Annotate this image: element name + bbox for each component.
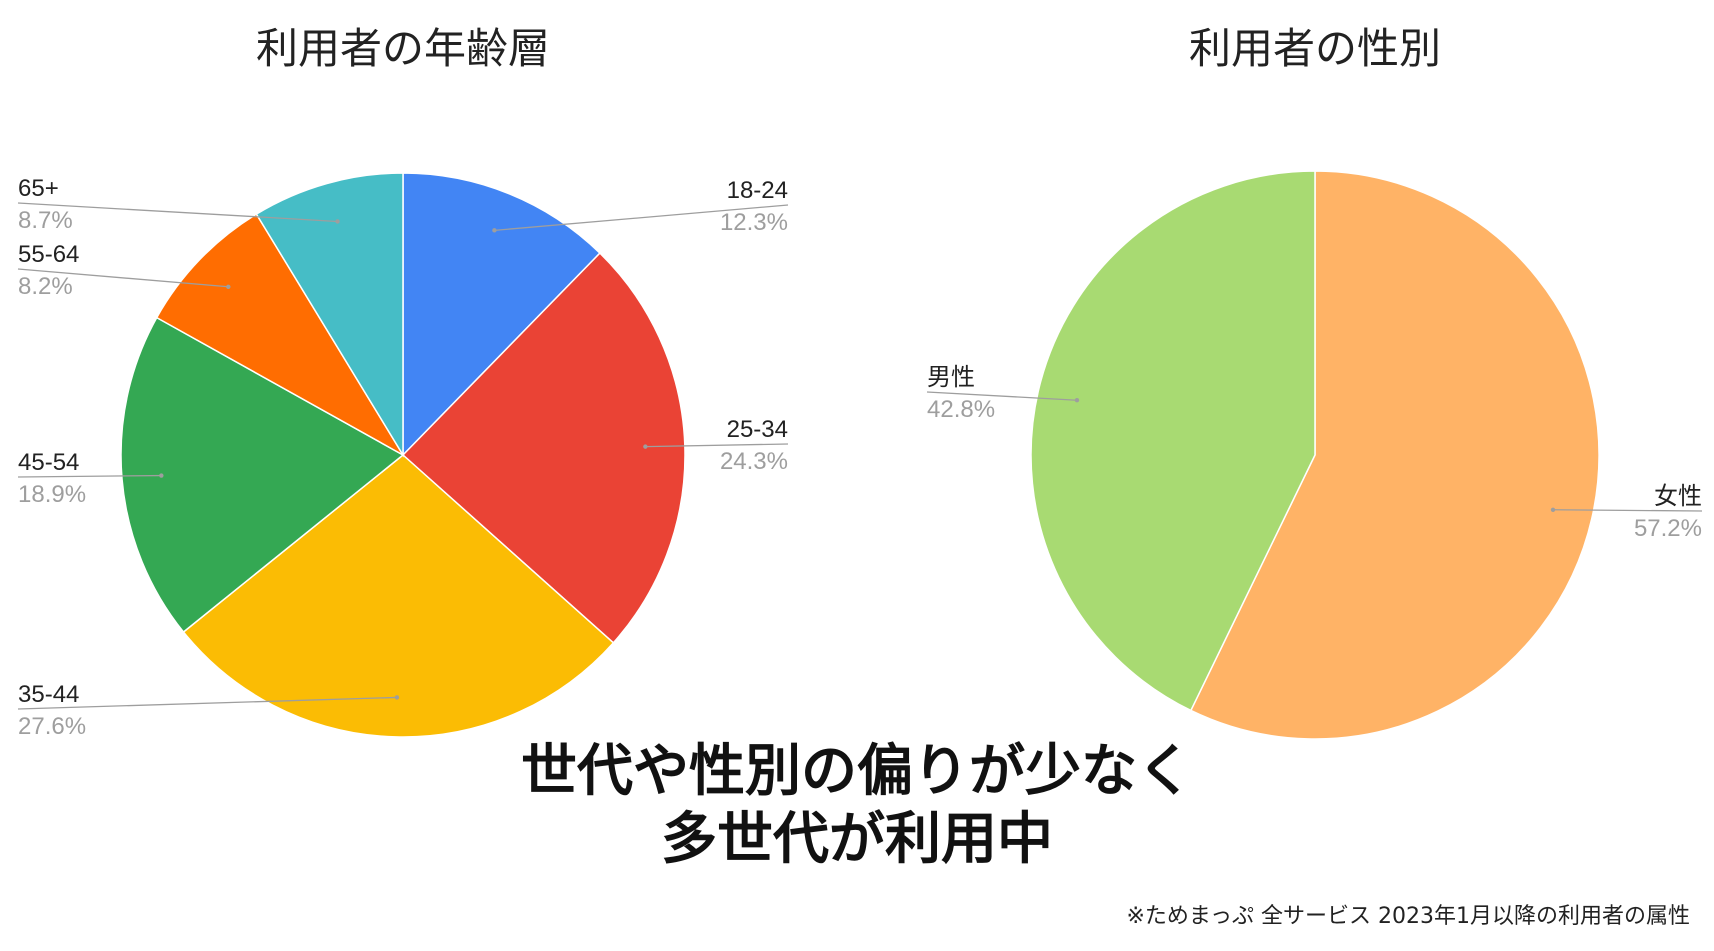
gender-label-男性: 男性 bbox=[927, 364, 975, 391]
footnote: ※ためまっぷ 全サービス 2023年1月以降の利用者の属性 bbox=[1126, 904, 1690, 929]
age-value-18-24: 12.3% bbox=[720, 209, 788, 236]
headline-line-2: 多世代が利用中 bbox=[661, 807, 1053, 872]
gender-leader-line-女性 bbox=[1553, 509, 1703, 512]
gender-chart-title: 利用者の性別 bbox=[1189, 24, 1441, 73]
age-slice-65+ bbox=[255, 172, 404, 458]
gender-value-男性: 42.8% bbox=[927, 396, 995, 423]
age-label-65+: 65+ bbox=[18, 175, 59, 202]
gender-pie-chart: 利用者の性別 女性 57.2% 男性 42.8% bbox=[926, 24, 1703, 740]
age-leader-line-18-24 bbox=[494, 204, 789, 232]
age-slice-18-24 bbox=[402, 172, 601, 457]
gender-pie-slices bbox=[1030, 170, 1600, 740]
gender-slice-男性 bbox=[1030, 170, 1316, 712]
age-slice-45-54 bbox=[120, 316, 405, 634]
age-leader-dot-35-44 bbox=[394, 695, 400, 700]
gender-leader-dot-男性 bbox=[1074, 398, 1080, 403]
age-label-55-64: 55-64 bbox=[18, 241, 79, 268]
age-value-55-64: 8.2% bbox=[18, 273, 73, 300]
age-pie-labels: 18-24 12.3% 25-34 24.3% 35-44 27.6% 45-54 18.9%… bbox=[17, 175, 789, 740]
age-label-25-34: 25-34 bbox=[727, 416, 788, 443]
age-value-45-54: 18.9% bbox=[18, 481, 86, 508]
gender-pie-labels: 女性 57.2% 男性 42.8% bbox=[926, 364, 1703, 542]
age-chart-title: 利用者の年齢層 bbox=[256, 24, 550, 73]
age-value-25-34: 24.3% bbox=[720, 448, 788, 475]
gender-label-女性: 女性 bbox=[1654, 483, 1702, 510]
headline-line-1: 世代や性別の偏りが少なく bbox=[521, 739, 1193, 804]
gender-leader-line-男性 bbox=[926, 391, 1078, 401]
age-leader-line-35-44 bbox=[17, 696, 397, 710]
gender-value-女性: 57.2% bbox=[1634, 515, 1702, 542]
age-value-65+: 8.7% bbox=[18, 207, 73, 234]
age-leader-dot-18-24 bbox=[492, 228, 497, 233]
age-leader-dot-45-54 bbox=[159, 473, 164, 478]
age-leader-line-55-64 bbox=[17, 268, 229, 288]
gender-slice-女性 bbox=[1189, 170, 1600, 740]
age-leader-dot-55-64 bbox=[226, 284, 231, 289]
age-leader-dot-25-34 bbox=[643, 444, 648, 449]
age-label-18-24: 18-24 bbox=[727, 177, 788, 204]
age-leader-line-25-34 bbox=[645, 443, 789, 448]
age-value-35-44: 27.6% bbox=[18, 713, 86, 740]
age-pie-chart: 利用者の年齢層 18-24 12.3% 25-34 24.3% 35-44 27.6% 45… bbox=[17, 24, 789, 740]
age-slice-55-64 bbox=[155, 213, 406, 458]
age-pie-slices bbox=[120, 172, 686, 738]
age-slice-35-44 bbox=[182, 454, 615, 738]
age-label-35-44: 35-44 bbox=[18, 681, 79, 708]
gender-leader-dot-女性 bbox=[1550, 507, 1556, 512]
age-leader-dot-65+ bbox=[335, 219, 340, 224]
age-label-45-54: 45-54 bbox=[18, 449, 79, 476]
age-leader-line-45-54 bbox=[17, 474, 162, 478]
age-leader-line-65+ bbox=[17, 202, 338, 223]
